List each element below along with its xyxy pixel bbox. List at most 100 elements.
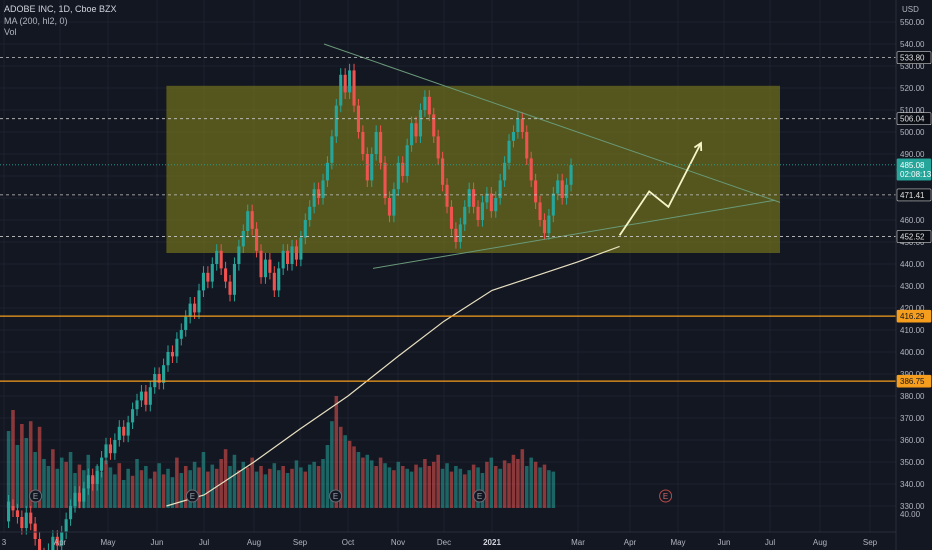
volume-bar — [90, 477, 95, 508]
y-tick-label: 550.00 — [900, 18, 925, 27]
price-label-text: 386.75 — [900, 377, 925, 386]
candle — [206, 272, 210, 282]
volume-bar — [440, 468, 445, 508]
candle — [148, 387, 152, 405]
x-tick-label: Aug — [813, 538, 827, 547]
candle — [197, 290, 201, 313]
candle — [126, 422, 130, 436]
volume-bar — [414, 464, 418, 508]
candle — [215, 250, 219, 264]
volume-bar — [11, 410, 15, 508]
y-tick-label: 510.00 — [900, 106, 925, 115]
candle — [246, 211, 250, 231]
volume-bar — [392, 470, 396, 508]
volume-bar — [42, 459, 46, 508]
y-tick-label: 390.00 — [900, 370, 925, 379]
earnings-marker-label: E — [333, 492, 338, 501]
volume-bar — [161, 474, 166, 508]
y-tick-label: 500.00 — [900, 128, 925, 137]
candle — [312, 189, 316, 207]
volume-bar — [307, 464, 312, 508]
volume-bar — [250, 457, 254, 508]
candle — [348, 70, 352, 93]
candle — [423, 96, 427, 110]
y-tick-label: 540.00 — [900, 40, 925, 49]
candle — [290, 246, 294, 264]
volume-bar — [206, 471, 210, 508]
chart-title: ADOBE INC, 1D, Cboe BZX — [4, 4, 117, 14]
volume-bar — [135, 459, 139, 508]
volume-bar — [524, 466, 529, 508]
candle — [86, 475, 90, 489]
candle — [511, 132, 516, 141]
volume-bar — [210, 464, 215, 508]
candle — [565, 184, 569, 198]
volume-bar — [130, 475, 135, 508]
x-tick-label: Jun — [151, 538, 164, 547]
volume-bar — [223, 449, 228, 508]
volume-bar — [108, 467, 113, 508]
price-label-text: 506.04 — [900, 115, 925, 124]
candle — [427, 96, 431, 115]
volume-bar — [55, 468, 60, 508]
earnings-marker-label: E — [33, 492, 38, 501]
candle — [7, 501, 11, 522]
candle — [494, 198, 498, 212]
candle — [361, 132, 365, 154]
x-tick-label: Jul — [765, 538, 775, 547]
candle — [569, 165, 573, 185]
volume-bar — [374, 466, 378, 508]
x-tick-label: 2021 — [483, 538, 501, 547]
price-label-badge — [896, 112, 932, 126]
candle — [170, 352, 174, 357]
volume-bar — [232, 454, 237, 508]
volume-bar — [157, 463, 161, 508]
candle — [436, 136, 440, 159]
volume-bar — [237, 470, 241, 508]
volume-bar — [449, 471, 454, 508]
x-tick-label: Nov — [391, 538, 405, 547]
volume-bar — [139, 470, 144, 508]
volume-bar — [361, 457, 365, 508]
price-label-text: 533.80 — [900, 54, 925, 63]
candle — [294, 246, 299, 260]
earnings-marker-label: E — [190, 492, 195, 501]
volume-bar — [152, 471, 157, 508]
candle — [387, 198, 392, 216]
projection-arrow-head — [693, 141, 703, 152]
candle — [445, 184, 449, 207]
candle — [210, 264, 214, 282]
volume-bar — [166, 468, 170, 508]
candle — [175, 338, 179, 357]
volume-bar — [6, 431, 11, 508]
candle — [29, 512, 33, 524]
volume-bar — [245, 467, 250, 508]
earnings-marker — [473, 489, 487, 503]
volume-bar — [409, 471, 414, 508]
candle — [467, 189, 471, 207]
candle — [365, 154, 369, 181]
candle — [560, 180, 564, 198]
candle — [184, 316, 188, 330]
candle — [113, 440, 117, 454]
candle — [277, 268, 281, 291]
candle — [396, 162, 400, 190]
volume-bar — [312, 461, 316, 508]
volume-bar — [343, 435, 347, 508]
candle — [157, 374, 161, 383]
volume-bar — [476, 467, 480, 508]
volume-bar — [431, 461, 436, 508]
candle — [139, 391, 143, 401]
candle — [321, 180, 325, 198]
volume-bar — [365, 454, 370, 508]
volume-bar — [259, 466, 263, 508]
volume-bar — [511, 454, 516, 508]
candle — [237, 246, 241, 264]
candle — [95, 470, 99, 484]
candle — [317, 189, 321, 198]
candle — [64, 519, 68, 533]
x-tick-label: Aug — [247, 538, 261, 547]
volume-bar — [144, 466, 148, 508]
